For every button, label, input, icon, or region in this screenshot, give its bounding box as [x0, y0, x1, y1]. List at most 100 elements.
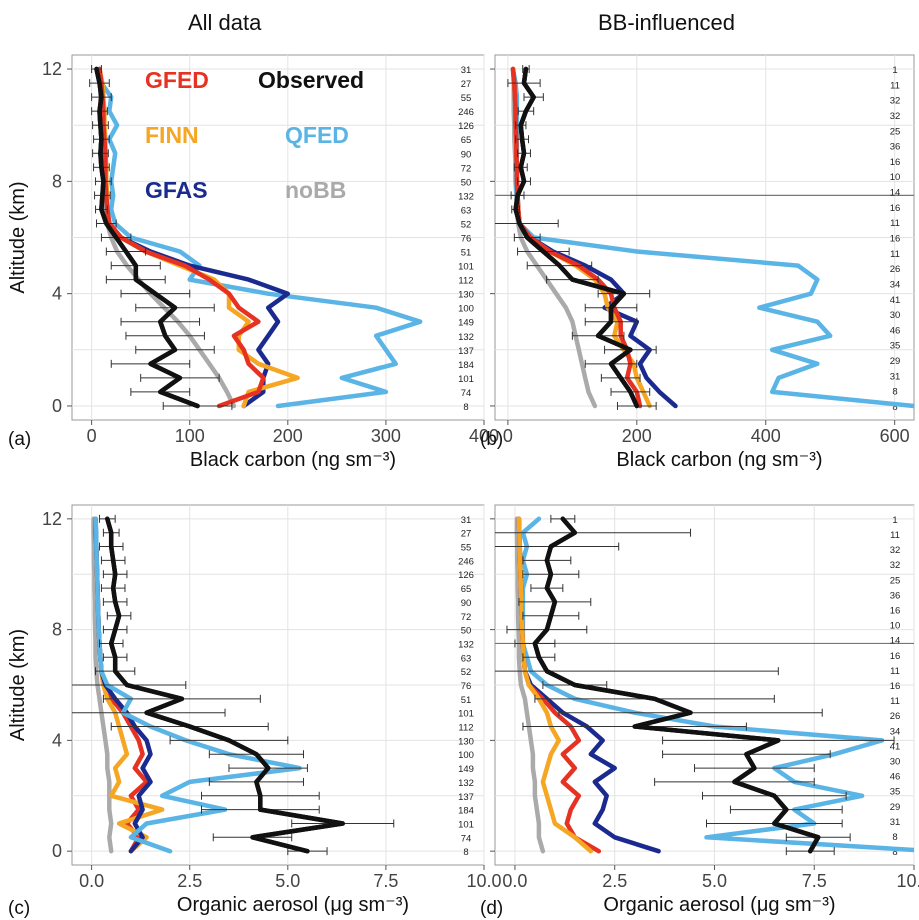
legend-item-nobb: noBB	[285, 177, 346, 203]
panel-c-x-tick-label: 7.5	[373, 871, 398, 891]
panel-a-x-tick-label: 200	[273, 426, 303, 446]
panel-b-sample-count: 36	[890, 142, 901, 153]
panel-d-series-group	[495, 514, 914, 856]
panel-a-sample-count: 130	[458, 290, 474, 301]
panel-b-sample-count: 11	[890, 249, 900, 260]
panel-c-series-group	[72, 514, 395, 856]
panel-c-sample-count: 50	[461, 626, 472, 637]
panel-b-sample-count: 11	[890, 218, 900, 229]
panel-a-sample-count: 137	[458, 346, 474, 357]
panel-d-sample-count: 16	[890, 681, 901, 692]
panel-d-series-observed-top	[532, 516, 821, 854]
panel-c-x-tick-label: 10.0	[466, 871, 501, 891]
panel-b-tag: (b)	[480, 429, 503, 450]
column-title-bb-influenced: BB-influenced	[598, 10, 735, 35]
panel-a-y-tick-label: 12	[42, 59, 62, 79]
panel-a-sample-count: 55	[461, 93, 472, 104]
panel-a-x-tick-label: 400	[469, 426, 499, 446]
panel-a-series-group	[89, 65, 423, 410]
panel-b-sample-count: 26	[890, 264, 901, 275]
panel-a-sample-count: 184	[458, 360, 474, 371]
panel-c: 0.0 2.5 5.0 7.5 10.0 0 4 8 12 Organic aerosol (μg…	[7, 504, 502, 919]
panel-b-sample-count: 16	[890, 157, 901, 168]
legend-item-gfas: GFAS	[145, 177, 208, 203]
panel-a-x-tick-label: 0	[87, 426, 97, 446]
panel-c-sample-count: 72	[461, 612, 472, 623]
panel-c-sample-count: 101	[458, 709, 474, 720]
panel-c-sample-count: 100	[458, 750, 474, 761]
panel-a-sample-count: 65	[461, 135, 472, 146]
panel-c-x-axis-label: Organic aerosol (μg sm⁻³)	[177, 894, 409, 916]
panel-c-y-tick-label: 8	[52, 620, 62, 640]
panel-d-x-tick-label: 0.0	[502, 871, 527, 891]
panel-c-sample-count: 51	[461, 695, 472, 706]
panel-c-y-axis-label: Altitude (km)	[7, 629, 29, 741]
panel-c-y-tick-label: 12	[42, 509, 62, 529]
panel-b-sample-count: 41	[890, 295, 901, 306]
panel-c-sample-count: 63	[461, 653, 472, 664]
panel-c-y-tick-label: 4	[52, 730, 62, 750]
panel-a-sample-count: 27	[461, 79, 472, 90]
panel-d-sample-count: 11	[890, 696, 900, 707]
panel-d-sample-count: 35	[890, 787, 901, 798]
panel-c-sample-count: 132	[458, 778, 474, 789]
panel-d-sample-count: 32	[890, 545, 901, 556]
panel-c-sample-count: 126	[458, 570, 474, 581]
panel-d-sample-count: 1	[892, 515, 897, 526]
panel-d-tag: (d)	[480, 898, 503, 919]
panel-b-x-tick-label: 200	[622, 426, 652, 446]
panel-b-sample-count: 32	[890, 96, 901, 107]
panel-c-sample-count: 52	[461, 667, 472, 678]
panel-b-x-tick-label: 0	[503, 426, 513, 446]
legend-item-finn: FINN	[145, 122, 199, 148]
panel-a-sample-count: 132	[458, 191, 474, 202]
panel-a-y-tick-label: 8	[52, 171, 62, 191]
legend-item-qfed: QFED	[285, 122, 349, 148]
panel-c-sample-count: 55	[461, 543, 472, 554]
panel-d: 0.0 2.5 5.0 7.5 10.0 Organic aerosol (μg sm⁻³…	[480, 504, 919, 919]
panel-a-sample-count: 101	[458, 262, 474, 273]
panel-c-sample-count: 74	[461, 833, 472, 844]
panel-a-sample-count: 90	[461, 149, 472, 160]
panel-b-sample-count: 11	[890, 80, 900, 91]
panel-a-sample-count: 149	[458, 318, 474, 329]
panel-a-sample-count: 63	[461, 205, 472, 216]
legend-item-gfed: GFED	[145, 67, 209, 93]
panel-a-sample-count: 126	[458, 121, 474, 132]
panel-a-sample-count: 50	[461, 177, 472, 188]
panel-b-sample-count: 8	[892, 402, 897, 413]
panel-d-series-finn	[516, 516, 594, 854]
panel-c-sample-count: 112	[458, 723, 473, 734]
panel-b-sample-count: 34	[890, 279, 901, 290]
panel-d-sample-count: 8	[892, 832, 897, 843]
panel-c-sample-count: 132	[458, 639, 474, 650]
panel-b-x-tick-label: 400	[751, 426, 781, 446]
panel-a-sample-count: 8	[463, 402, 468, 413]
panel-b-sample-count: 30	[890, 310, 901, 321]
panel-c-x-tick-label: 5.0	[275, 871, 300, 891]
panel-d-sample-count: 16	[890, 605, 901, 616]
panel-b-sample-count: 35	[890, 341, 901, 352]
panel-a-sample-count: 112	[458, 276, 473, 287]
panel-b-sample-count: 16	[890, 203, 901, 214]
panel-b-series-group	[495, 65, 914, 410]
panel-a-y-tick-label: 4	[52, 284, 62, 304]
panel-d-x-axis-label: Organic aerosol (μg sm⁻³)	[603, 894, 835, 916]
panel-a-series-observed-top	[94, 66, 200, 409]
panel-a-sample-count: 72	[461, 163, 472, 174]
panel-a-y-tick-label: 0	[52, 396, 62, 416]
panel-b-sample-count: 10	[890, 172, 901, 183]
panel-a-y-axis-label: Altitude (km)	[7, 181, 29, 293]
panel-d-sample-count: 11	[890, 666, 900, 677]
panel-d-sample-count: 25	[890, 575, 901, 586]
panel-d-sample-count: 16	[890, 651, 901, 662]
panel-d-x-tick-label: 7.5	[802, 871, 827, 891]
panel-d-series-nobb	[514, 516, 546, 854]
panel-c-sample-count: 31	[461, 515, 472, 526]
panel-b-sample-count: 1	[892, 65, 897, 76]
panel-d-sample-count: 10	[890, 621, 901, 632]
panel-d-sample-count: 11	[890, 530, 900, 541]
